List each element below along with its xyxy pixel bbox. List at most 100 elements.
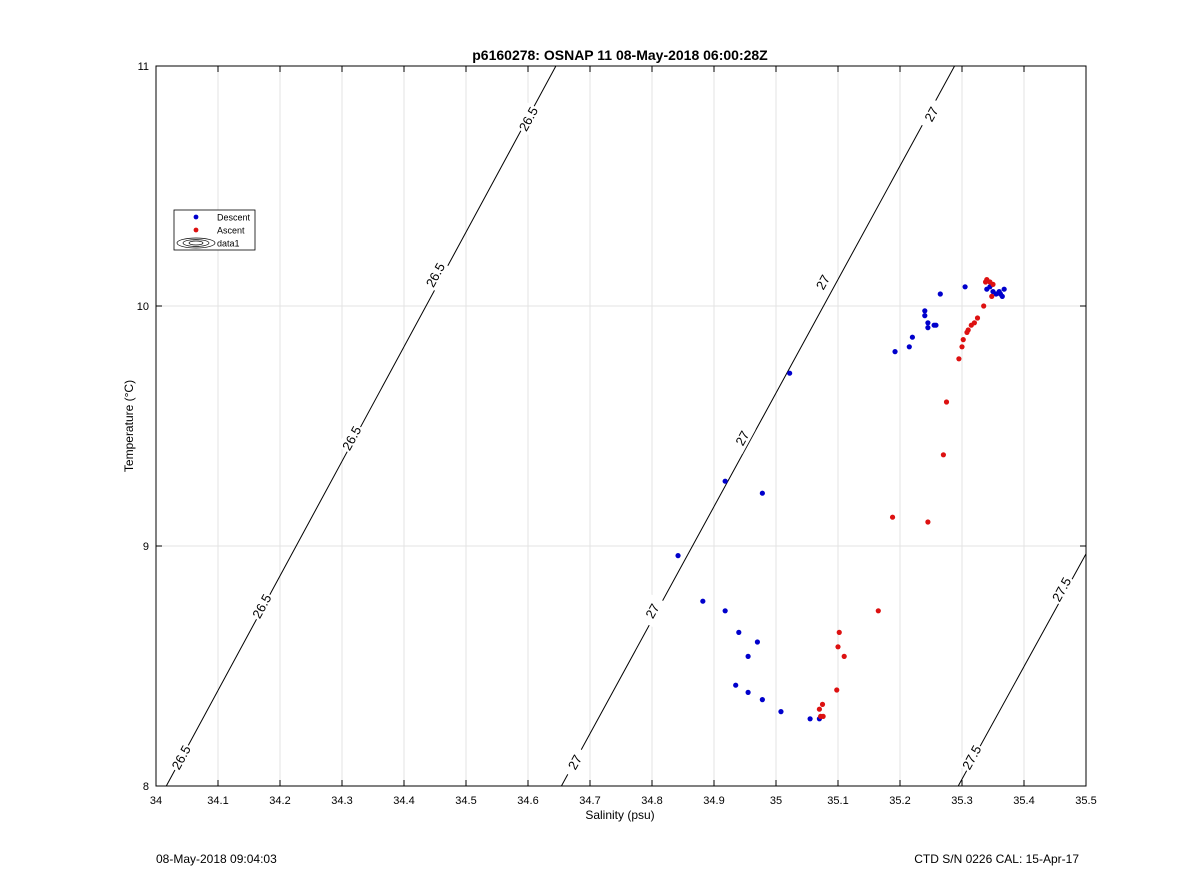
descent-point: [997, 291, 1004, 297]
descent-point: [933, 322, 939, 328]
ascent-point: [875, 608, 881, 614]
isopycnal-label: 27: [813, 272, 833, 292]
x-tick-label: 35.3: [951, 795, 972, 807]
isopycnal-label-mask: [957, 741, 986, 774]
ascent-point: [956, 356, 962, 362]
legend-box: [173, 209, 256, 251]
ascent-point: [982, 279, 989, 285]
ascent-point: [959, 344, 965, 350]
legend-marker-descent: [193, 214, 199, 220]
descent-point: [675, 553, 681, 559]
x-tick-label: 35.2: [889, 795, 910, 807]
ascent-point: [836, 629, 842, 636]
descent-point: [736, 629, 742, 636]
isopycnal-label-mask: [514, 102, 542, 135]
legend: Descent Ascent data1: [173, 209, 256, 251]
x-tick-label: 35.5: [1075, 795, 1096, 807]
isopycnal-label-mask: [728, 421, 756, 455]
y-tick-label: 10: [137, 301, 149, 313]
descent-point: [922, 308, 928, 314]
ascent-point: [820, 713, 826, 720]
descent-point: [925, 320, 931, 326]
axis-ticks: 34 34.1 34.2 34.3 34.4 34.5 34.6 34.7 34.8 34.9 35…: [137, 61, 1097, 807]
isopycnal-label: 27: [921, 104, 941, 124]
descent-point: [962, 284, 968, 290]
descent-point: [700, 598, 706, 604]
ascent-point: [960, 337, 966, 343]
legend-label-descent: Descent: [217, 213, 251, 223]
descent-point: [722, 608, 728, 614]
y-tick-label: 9: [143, 541, 149, 553]
descent-point: [754, 639, 761, 645]
ascent-point: [819, 701, 826, 708]
isopycnal-label: 27: [565, 752, 585, 772]
x-tick-label: 34.2: [269, 795, 290, 807]
footer-timestamp: 08-May-2018 09:04:03: [156, 852, 277, 866]
legend-marker-ascent: [193, 227, 199, 233]
legend-label-data1: data1: [217, 239, 240, 249]
descent-point: [787, 370, 793, 376]
ascent-point: [925, 519, 931, 525]
y-tick-label: 11: [138, 61, 149, 73]
isopycnal-label-mask: [638, 594, 666, 627]
isopycnal-label-mask: [560, 745, 589, 779]
isopycnal-label-mask: [917, 97, 945, 131]
x-tick-label: 35: [770, 795, 782, 807]
isopycnal-label-mask: [337, 421, 365, 455]
x-tick-label: 34.1: [207, 795, 228, 807]
ascent-point: [990, 281, 996, 287]
descent-point: [745, 653, 751, 660]
ascent-point: [841, 653, 847, 660]
footer-ctd-calibration: CTD S/N 0226 CAL: 15-Apr-17: [914, 852, 1079, 866]
x-tick-label: 34.4: [393, 795, 414, 807]
descent-point: [759, 697, 765, 703]
ascent-point: [816, 706, 823, 712]
legend-contour-icon: [188, 240, 204, 246]
descent-point: [745, 689, 751, 696]
ascent-point: [834, 687, 840, 693]
ascent-point: [971, 320, 978, 326]
legend-contour-icon: [182, 239, 210, 247]
plot-frame: [155, 65, 1087, 787]
descent-point: [892, 349, 898, 355]
x-tick-label: 35.1: [827, 795, 848, 807]
x-axis-label: Salinity (psu): [585, 808, 654, 822]
descent-point: [922, 313, 928, 319]
descent-point: [906, 344, 912, 350]
isopycnal-label-mask: [167, 741, 195, 774]
legend-label-ascent: Ascent: [217, 226, 245, 236]
isopycnal-label: 27: [642, 601, 662, 621]
descent-point: [1001, 286, 1007, 292]
ascent-point: [989, 293, 995, 299]
descent-point: [759, 490, 765, 496]
data-points: [675, 277, 1007, 722]
x-tick-label: 34.9: [703, 795, 724, 807]
ascent-point: [835, 644, 841, 650]
chart-title: p6160278: OSNAP 11 08-May-2018 06:00:28Z: [472, 47, 768, 63]
x-tick-label: 34.6: [517, 795, 538, 807]
isopycnal-label: 27: [732, 428, 752, 448]
descent-point: [807, 716, 813, 722]
ascent-point: [981, 303, 987, 309]
descent-point: [733, 682, 739, 688]
x-tick-label: 35.4: [1013, 795, 1034, 807]
y-axis-label: Temperature (°C): [122, 380, 136, 472]
descent-point: [925, 325, 931, 331]
ascent-point: [974, 315, 981, 321]
isopycnal-label-mask: [421, 258, 449, 291]
grid-lines: [156, 66, 1086, 786]
legend-contour-icon: [176, 237, 216, 249]
y-tick-label: 8: [143, 781, 149, 793]
ascent-point: [943, 399, 950, 405]
ascent-point: [940, 452, 947, 458]
x-tick-label: 34.7: [579, 795, 600, 807]
isopycnal-label-mask: [247, 589, 276, 623]
ascent-point: [965, 327, 971, 333]
descent-point: [722, 478, 728, 484]
descent-point: [937, 291, 943, 297]
isopycnal-label-mask: [1047, 573, 1075, 606]
x-tick-label: 34.5: [455, 795, 476, 807]
x-tick-label: 34.3: [331, 795, 352, 807]
